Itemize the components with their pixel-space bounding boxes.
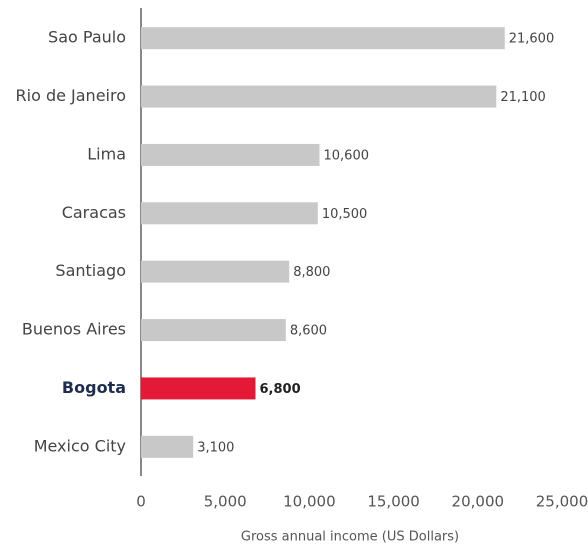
- y-tick-label: Lima: [87, 144, 126, 163]
- y-tick-label: Mexico City: [34, 436, 126, 455]
- bar: [141, 319, 286, 342]
- value-label: 8,600: [290, 324, 327, 339]
- bar: [141, 27, 505, 50]
- x-tick-label: 0: [136, 493, 146, 511]
- value-label: 21,600: [509, 32, 555, 47]
- x-tick-label: 15,000: [367, 493, 420, 511]
- x-tick-label: 25,000: [536, 493, 588, 511]
- x-axis-title: Gross annual income (US Dollars): [241, 530, 459, 545]
- bar: [141, 143, 320, 166]
- bar: [141, 435, 194, 458]
- value-label: 8,800: [293, 265, 330, 280]
- bar: [141, 260, 290, 283]
- value-label: 10,600: [324, 148, 370, 163]
- x-tick-label: 10,000: [283, 493, 336, 511]
- y-tick-label: Caracas: [62, 203, 126, 222]
- y-tick-label: Sao Paulo: [48, 28, 126, 47]
- x-tick-label: 20,000: [452, 493, 505, 511]
- bar: [141, 85, 497, 108]
- value-label: 21,100: [500, 90, 545, 105]
- x-tick-label: 5,000: [204, 493, 247, 511]
- value-label: 6,800: [260, 382, 301, 397]
- bar: [141, 202, 318, 225]
- value-label: 10,500: [322, 207, 368, 222]
- y-tick-label: Buenos Aires: [22, 320, 126, 339]
- y-tick-label: Santiago: [55, 261, 126, 280]
- y-tick-label: Rio de Janeiro: [16, 86, 127, 105]
- bar: [141, 377, 256, 400]
- y-tick-label: Bogota: [62, 378, 126, 397]
- value-label: 3,100: [197, 440, 234, 455]
